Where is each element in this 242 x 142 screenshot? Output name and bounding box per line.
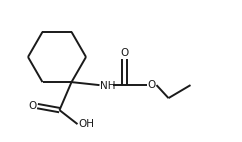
Text: O: O bbox=[120, 48, 129, 58]
Text: O: O bbox=[147, 80, 156, 90]
Text: OH: OH bbox=[78, 119, 94, 129]
Text: O: O bbox=[28, 101, 37, 111]
Text: NH: NH bbox=[100, 81, 115, 91]
